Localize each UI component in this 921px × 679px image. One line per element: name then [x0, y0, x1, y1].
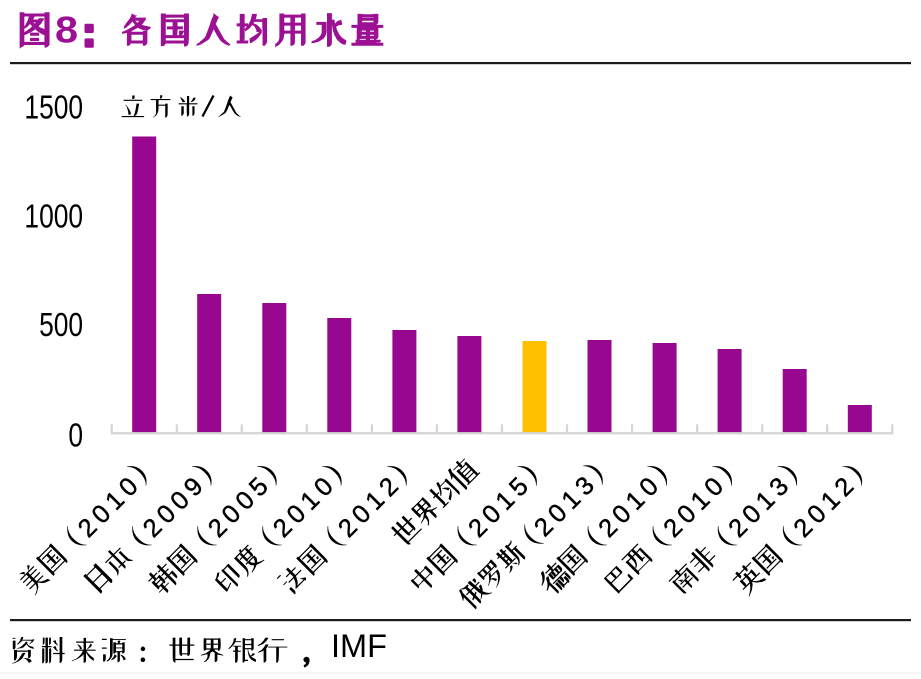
svg-text:500: 500 — [39, 307, 83, 343]
svg-text:0: 0 — [68, 418, 83, 454]
svg-text:1500: 1500 — [24, 90, 83, 126]
svg-text:1000: 1000 — [24, 199, 83, 235]
svg-text:8: 8 — [55, 10, 78, 51]
svg-text:IMF: IMF — [331, 628, 387, 664]
